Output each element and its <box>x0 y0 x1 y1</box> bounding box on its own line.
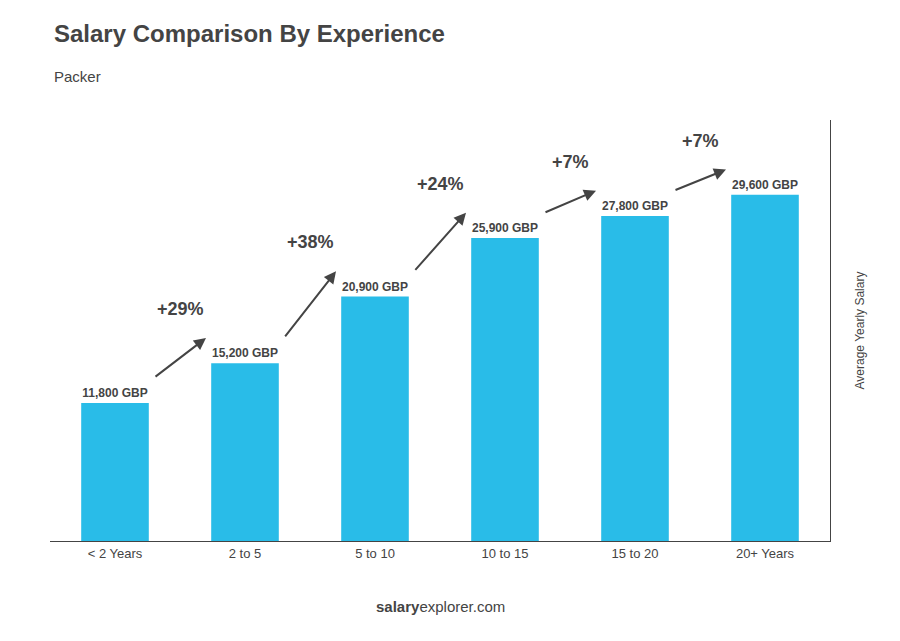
svg-text:+24%: +24% <box>417 174 464 194</box>
svg-text:15,200 GBP: 15,200 GBP <box>212 346 278 360</box>
svg-text:Average Yearly Salary: Average Yearly Salary <box>853 272 867 390</box>
svg-text:5 to 10: 5 to 10 <box>355 546 395 561</box>
svg-text:20,900 GBP: 20,900 GBP <box>342 280 408 294</box>
svg-text:salaryexplorer.com: salaryexplorer.com <box>376 598 505 615</box>
svg-text:Packer: Packer <box>54 68 101 85</box>
svg-text:10 to 15: 10 to 15 <box>482 546 529 561</box>
svg-text:< 2 Years: < 2 Years <box>88 546 143 561</box>
svg-text:+38%: +38% <box>287 232 334 252</box>
svg-text:+7%: +7% <box>552 152 589 172</box>
svg-text:+29%: +29% <box>157 299 204 319</box>
svg-text:11,800 GBP: 11,800 GBP <box>82 386 147 400</box>
svg-text:27,800 GBP: 27,800 GBP <box>602 199 668 213</box>
svg-text:20+ Years: 20+ Years <box>736 546 795 561</box>
svg-text:25,900 GBP: 25,900 GBP <box>472 221 538 235</box>
svg-text:15 to 20: 15 to 20 <box>612 546 659 561</box>
svg-text:Salary Comparison By Experienc: Salary Comparison By Experience <box>54 20 445 47</box>
svg-text:2 to 5: 2 to 5 <box>229 546 262 561</box>
svg-text:+7%: +7% <box>682 131 719 151</box>
svg-text:29,600 GBP: 29,600 GBP <box>732 178 798 192</box>
